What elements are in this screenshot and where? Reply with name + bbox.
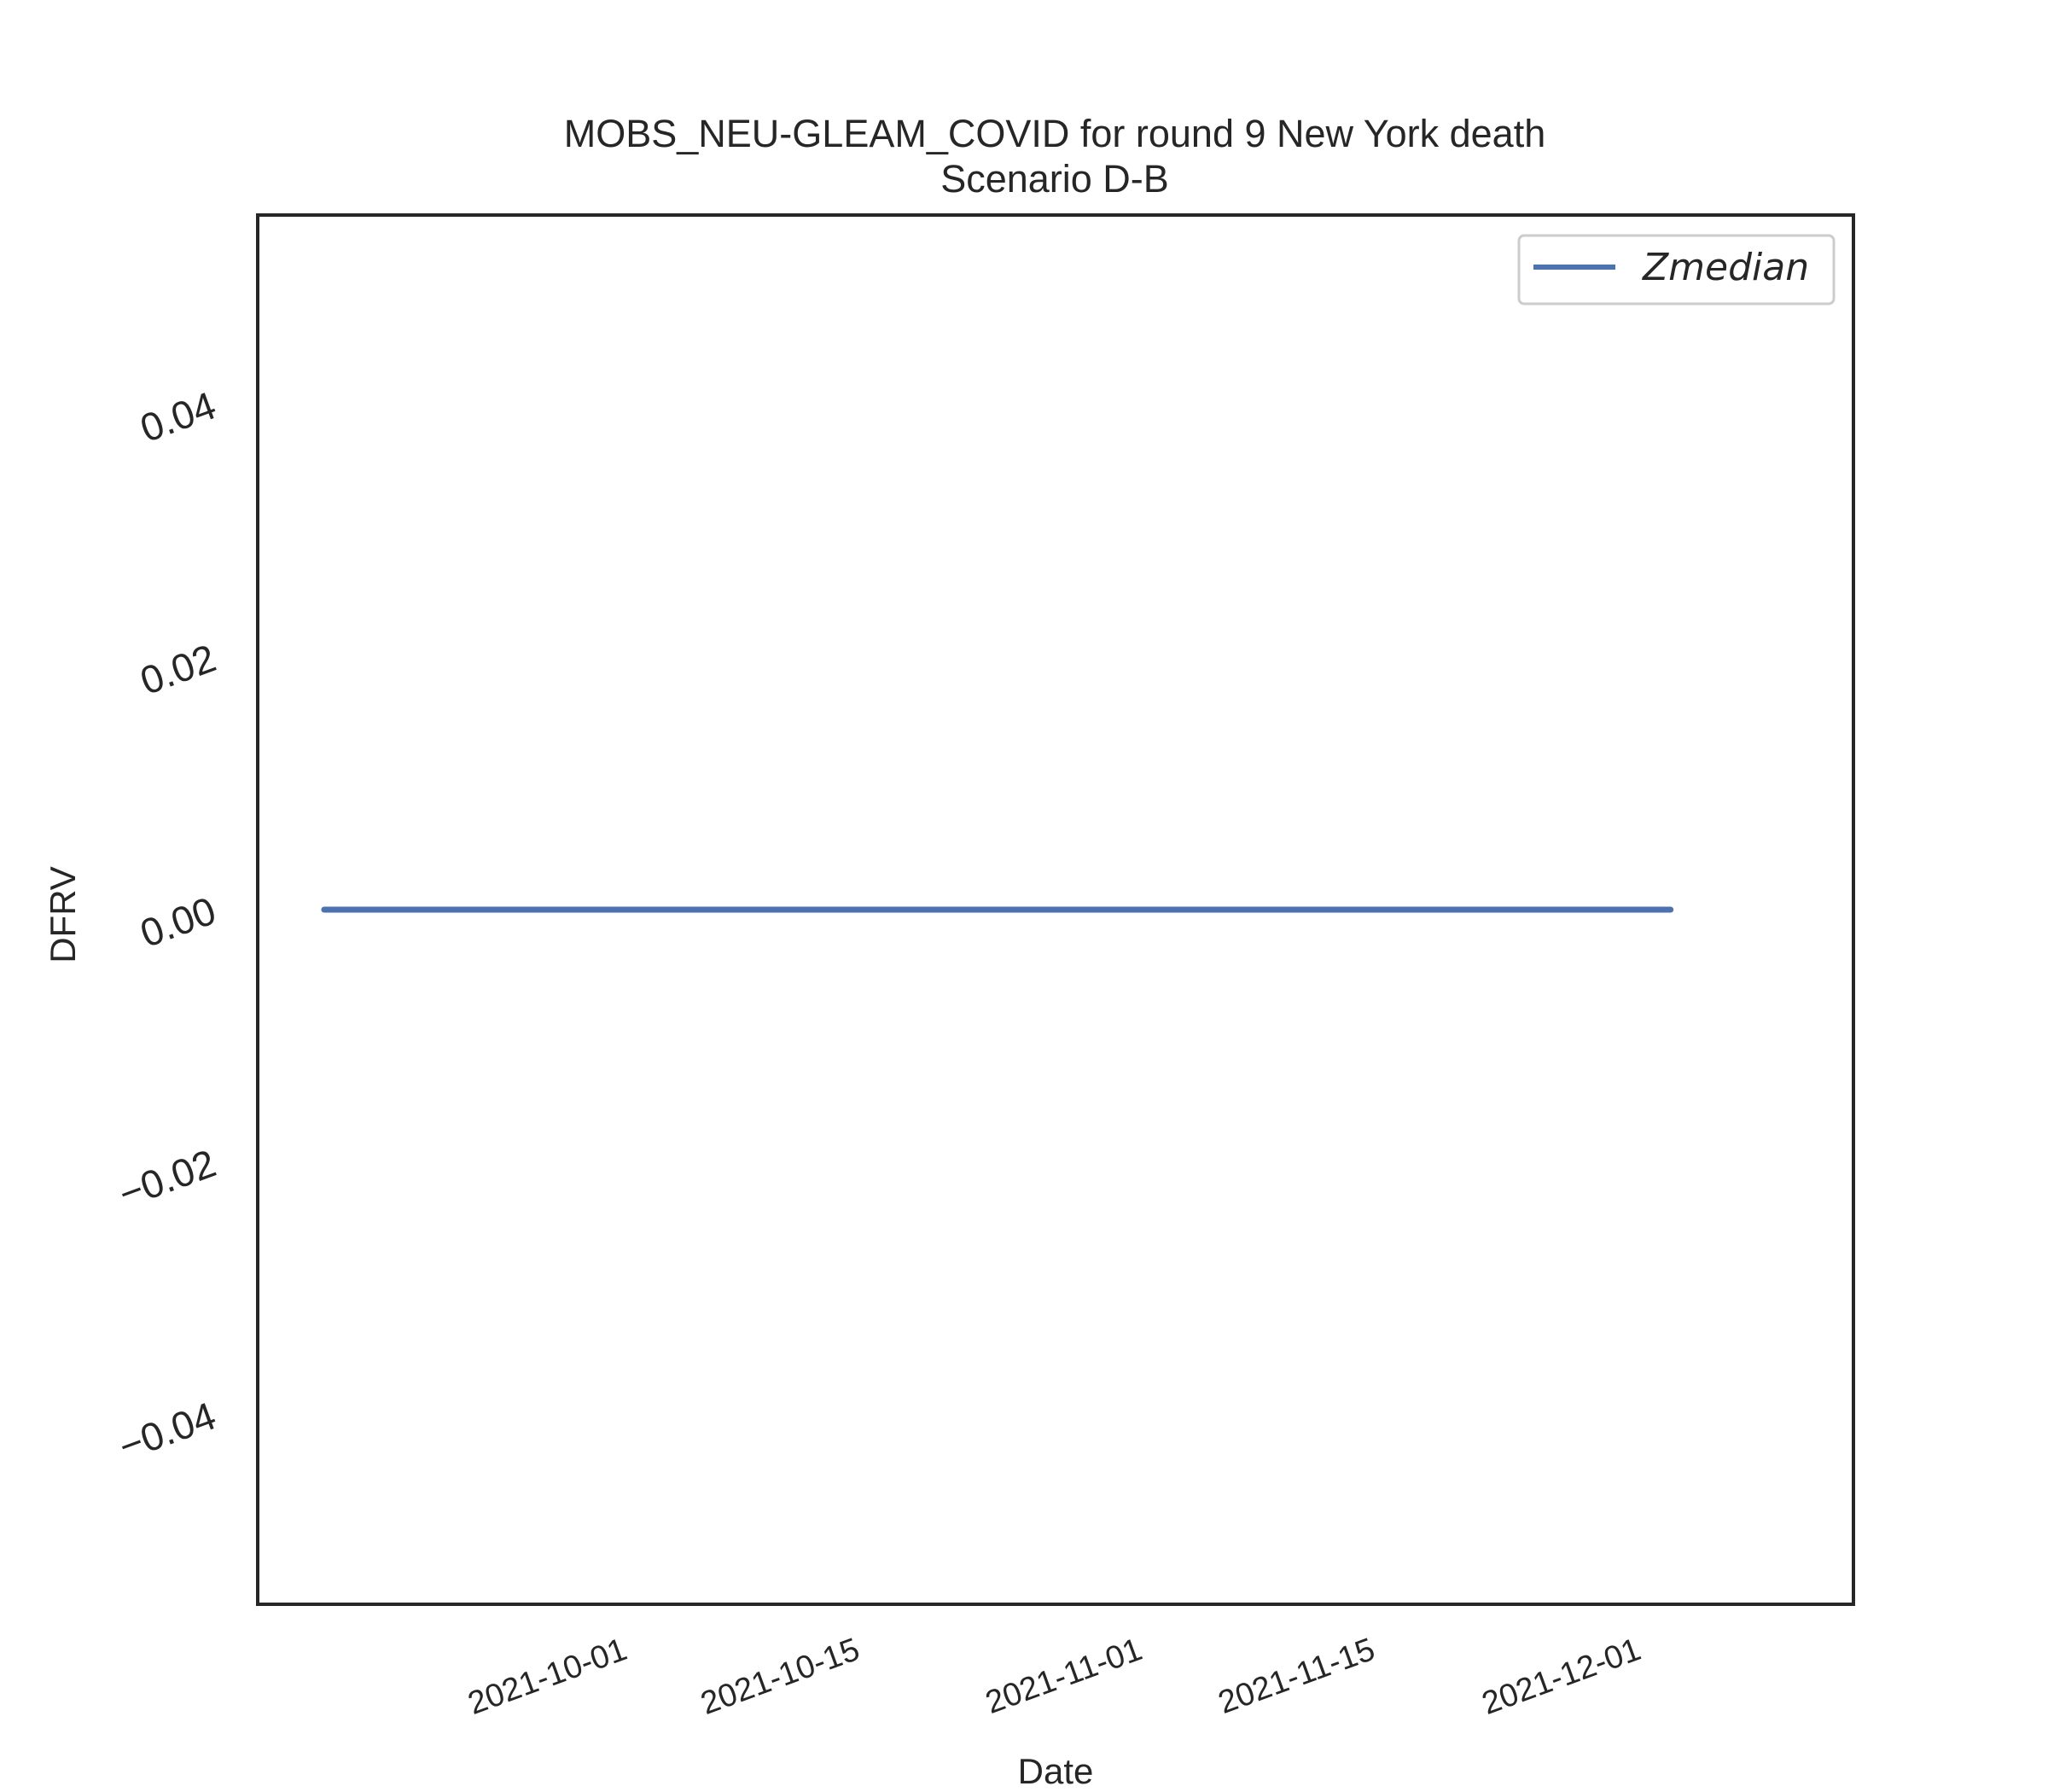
x-axis-label: Date (1018, 1751, 1094, 1791)
y-tick-label: −0.04 (113, 1393, 221, 1469)
legend-box (1517, 234, 1836, 305)
y-tick-label: −0.02 (113, 1141, 221, 1217)
chart-subtitle: Scenario D-B (940, 157, 1169, 201)
x-axis-ticks: 2021-10-01 2021-10-15 2021-11-01 2021-11-15… (463, 1632, 1645, 1722)
y-tick-label: 0.04 (135, 383, 222, 451)
x-tick-label: 2021-12-01 (1477, 1632, 1645, 1722)
legend: Zmedian (1517, 234, 1836, 305)
x-tick-label: 2021-11-01 (981, 1632, 1147, 1721)
y-axis-label: DFRV (43, 866, 83, 963)
x-tick-label: 2021-10-01 (463, 1632, 631, 1722)
y-tick-label: 0.02 (135, 636, 222, 703)
x-tick-label: 2021-11-15 (1213, 1632, 1379, 1721)
chart-title: MOBS_NEU-GLEAM_COVID for round 9 New Yor… (564, 112, 1546, 155)
y-axis-ticks: −0.04 −0.02 0.00 0.02 0.04 (113, 383, 221, 1469)
y-tick-label: 0.00 (135, 888, 222, 956)
legend-label-zmedian: Zmedian (1642, 246, 1809, 289)
x-tick-label: 2021-10-15 (696, 1632, 864, 1722)
